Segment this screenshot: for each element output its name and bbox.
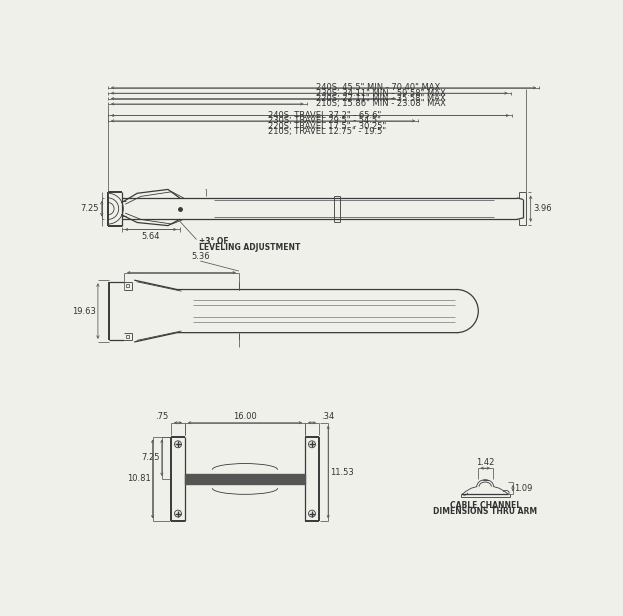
Text: 230S, 34.11" MIN - 59.58" MAX: 230S, 34.11" MIN - 59.58" MAX [316, 89, 445, 98]
Text: ±3° OF: ±3° OF [199, 237, 229, 246]
Text: 210S, TRAVEL 12.75" - 19.5": 210S, TRAVEL 12.75" - 19.5" [268, 127, 386, 136]
Bar [126, 335, 129, 338]
Text: 1.09: 1.09 [515, 484, 533, 493]
Text: 5.64: 5.64 [141, 232, 159, 241]
Text: 16.00: 16.00 [233, 412, 257, 421]
Text: 220S, 22.11" MIN - 35.58" MAX: 220S, 22.11" MIN - 35.58" MAX [316, 94, 445, 103]
Text: 210S, 15.86" MIN - 23.08" MAX: 210S, 15.86" MIN - 23.08" MAX [316, 99, 445, 108]
Text: CABLE CHANNEL: CABLE CHANNEL [450, 500, 521, 509]
Text: 240S, 45.5" MIN - 70.40" MAX: 240S, 45.5" MIN - 70.40" MAX [316, 83, 440, 92]
Text: 5.36: 5.36 [191, 252, 209, 261]
Text: LEVELING ADJUSTMENT: LEVELING ADJUSTMENT [199, 243, 300, 253]
Text: 220S, TRAVEL 17.5" - 30.25": 220S, TRAVEL 17.5" - 30.25" [268, 122, 386, 131]
Text: 10.81: 10.81 [127, 474, 151, 484]
Text: 1.42: 1.42 [476, 458, 495, 467]
Text: 3.96: 3.96 [534, 204, 553, 213]
Text: 230S, TRAVEL 29.5" - 54.5": 230S, TRAVEL 29.5" - 54.5" [268, 116, 381, 126]
Text: DIMENSIONS THRU ARM: DIMENSIONS THRU ARM [433, 506, 537, 516]
Text: 7.25: 7.25 [142, 453, 160, 462]
Text: 11.53: 11.53 [330, 468, 353, 477]
Bar [126, 284, 129, 287]
Text: 19.63: 19.63 [72, 307, 95, 315]
Text: 240S, TRAVEL 37.2" - 65.6": 240S, TRAVEL 37.2" - 65.6" [268, 111, 381, 120]
Polygon shape [185, 474, 305, 484]
Text: .75: .75 [156, 412, 169, 421]
Text: 7.25: 7.25 [80, 204, 98, 213]
Text: .34: .34 [321, 412, 335, 421]
